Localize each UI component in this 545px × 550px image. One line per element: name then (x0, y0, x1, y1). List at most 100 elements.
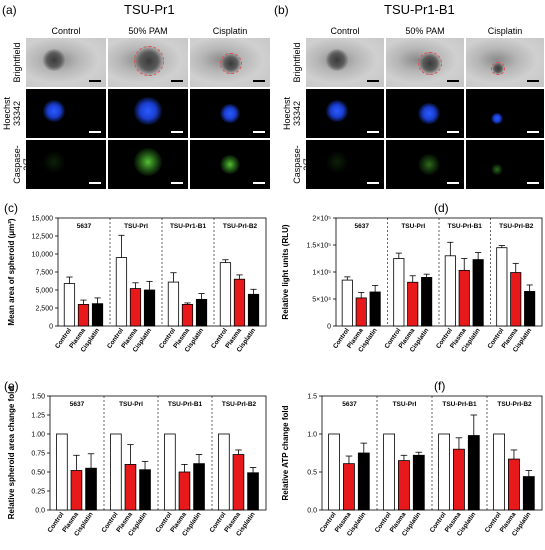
y-tick-label-e-0: 0.0 (35, 508, 45, 515)
micrograph-b-r1-c2 (466, 89, 544, 138)
bar-f-2-1 (453, 448, 465, 511)
y-axis-label-c: Mean area of spheroid (μm²) (7, 218, 16, 325)
group-label-d-2: TSU-PrI-B1 (448, 223, 483, 230)
chart-e: (e)Relative spheroid area change fold 0.0… (4, 379, 267, 538)
scale-bar (171, 80, 183, 82)
bar-c-3-0 (219, 262, 232, 327)
micrograph-b-r2-c1 (386, 140, 464, 189)
bar-f-3-0 (493, 433, 506, 511)
micrograph-b-r0-c0 (306, 38, 384, 87)
micrograph-a-r0-c2 (190, 38, 270, 87)
bar-d-1-1 (407, 281, 419, 327)
y-tick-label-c-5: 12,500 (32, 234, 54, 241)
y-tick-label-c-6: 15,000 (32, 216, 54, 223)
row-label-a-1: Hoechst 33342 (2, 96, 22, 131)
spheroid-b-r1-c2 (491, 112, 504, 125)
image-panel-b: (b) TSU-Pr1-B1 Control 50% PAM Cisplatin Br… (272, 0, 545, 192)
column-label-b-1: 50% PAM (405, 26, 445, 36)
y-axis-label-f: Relative ATP change fold (281, 405, 290, 500)
y-axis-label-d: Relative light units (RLU) (281, 224, 290, 319)
panel-title-b: TSU-Pr1-B1 (384, 2, 455, 17)
group-label-c-0: 5637 (77, 223, 92, 230)
micrograph-b-r0-c2 (466, 38, 544, 87)
micrograph-b-r2-c0 (306, 140, 384, 189)
spheroid-a-r0-c1 (134, 46, 164, 76)
bar-e-2-0 (164, 433, 176, 511)
y-tick-label-f-2: 1.0 (307, 432, 317, 439)
y-tick-label-d-1: 5×10⁴ (312, 297, 331, 304)
bar-c-1-2 (143, 289, 156, 327)
column-label-a-0: Control (51, 26, 81, 36)
bar-d-2-0 (444, 255, 456, 327)
bar-c-2-0 (167, 281, 180, 327)
y-tick-label-e-2: 0.50 (31, 470, 45, 477)
group-label-c-1: TSU-PrI (124, 223, 148, 230)
y-tick-label-c-1: 2,500 (35, 306, 53, 313)
bar-f-3-2 (522, 476, 535, 511)
bar-c-3-1 (233, 278, 246, 327)
scale-bar (447, 131, 459, 133)
scale-bar (367, 131, 379, 133)
panel-label-e: (e) (4, 379, 19, 393)
panel-label-a: (a) (2, 3, 17, 17)
bar-d-3-0 (496, 247, 508, 327)
panel-title-a: TSU-Pr1 (124, 2, 175, 17)
bar-d-2-2 (472, 259, 484, 327)
bar-e-0-0 (56, 433, 68, 511)
column-label-a-1: 50% PAM (128, 26, 168, 36)
scale-bar (89, 182, 101, 184)
row-label-b-1: Hoechst 33342 (282, 96, 302, 131)
group-label-f-3: TSU-PrI-B2 (497, 401, 532, 408)
chart-f: (f) Relative ATP change fold 0.0 0.5 1.0 1.5 5… (281, 379, 543, 538)
micrograph-b-r0-c1 (386, 38, 464, 87)
y-tick-label-f-3: 1.5 (307, 394, 317, 401)
scale-bar (527, 80, 539, 82)
micrograph-b-r1-c0 (306, 89, 384, 138)
spheroid-b-r1-c1 (418, 102, 440, 125)
panel-label-b: (b) (274, 3, 289, 17)
bar-e-1-2 (139, 469, 151, 511)
bar-e-1-0 (110, 433, 122, 511)
scale-bar (89, 131, 101, 133)
column-label-b-0: Control (330, 26, 360, 36)
column-label-a-2: Cisplatin (212, 26, 248, 36)
spheroid-a-r0-c2 (220, 52, 242, 75)
bar-d-0-1 (355, 297, 367, 327)
y-tick-label-c-4: 10,000 (32, 252, 54, 259)
scale-bar (171, 182, 183, 184)
bar-e-3-1 (232, 454, 245, 511)
micrograph-a-r1-c1 (108, 89, 188, 138)
bar-e-3-0 (218, 433, 230, 511)
y-tick-label-e-6: 1.50 (31, 394, 45, 401)
bar-e-2-2 (193, 463, 205, 511)
spheroid-a-r1-c0 (43, 100, 65, 122)
bar-d-1-0 (393, 258, 405, 327)
group-label-f-2: TSU-PrI-B1 (442, 401, 477, 408)
chart-d: (d) Relative light units (RLU) 0 5×10⁴ 1×10⁵… (281, 201, 543, 354)
group-label-c-2: TSU-Pr1-B1 (170, 223, 207, 230)
y-tick-label-e-1: 0.25 (31, 489, 45, 496)
scale-bar (367, 80, 379, 82)
bar-f-1-0 (383, 433, 395, 511)
spheroid-b-r2-c2 (491, 163, 504, 176)
group-label-e-0: 5637 (70, 401, 85, 408)
bar-f-1-1 (398, 460, 410, 511)
bar-e-0-2 (85, 467, 97, 511)
row-label-b-0: Brightfield (292, 42, 302, 83)
spheroid-b-r0-c0 (326, 49, 348, 71)
spheroid-a-r1-c2 (220, 103, 240, 124)
y-axis-label-e: Relative spheroid area change fold (7, 387, 16, 520)
scale-bar (527, 131, 539, 133)
bar-c-1-0 (115, 257, 128, 327)
column-label-b-2: Cisplatin (487, 26, 523, 36)
spheroid-b-r2-c1 (418, 153, 440, 176)
scale-bar (253, 80, 265, 82)
spheroid-a-r2-c1 (134, 148, 162, 176)
bar-e-0-1 (70, 470, 83, 511)
bar-f-2-0 (438, 433, 451, 511)
spheroid-a-r2-c0 (43, 151, 65, 173)
image-panel-a: (a) TSU-Pr1 Control 50% PAM Cisplatin Brigh… (0, 0, 270, 192)
spheroid-a-r0-c0 (43, 49, 65, 71)
group-label-d-3: TSU-PrI-B2 (499, 223, 534, 230)
panel-label-c: (c) (4, 201, 18, 215)
